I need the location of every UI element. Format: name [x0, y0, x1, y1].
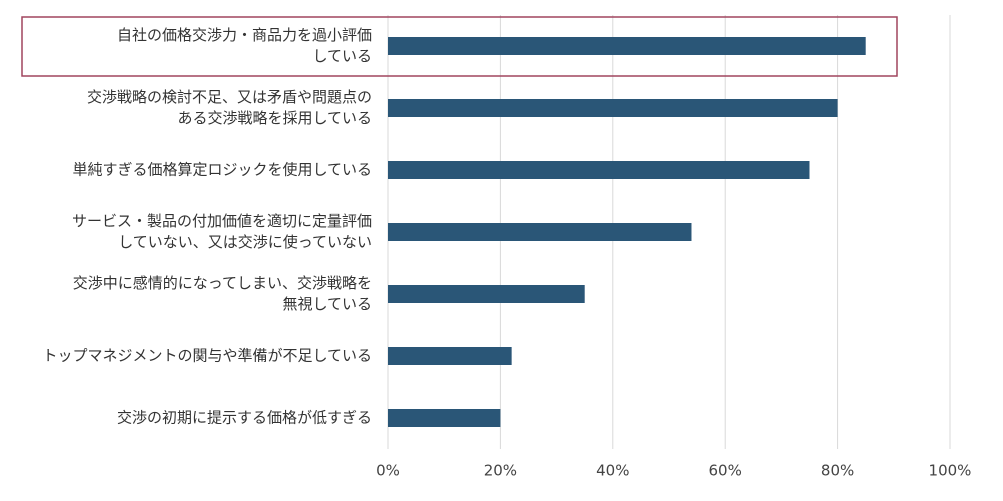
y-tick-label: サービス・製品の付加価値を適切に定量評価 していない、又は交渉に使っていない	[71, 212, 372, 251]
y-tick-label: 交渉の初期に提示する価格が低すぎる	[116, 408, 372, 427]
x-tick-label: 80%	[821, 462, 854, 480]
bar	[388, 99, 838, 117]
x-tick-label: 40%	[596, 462, 629, 480]
bar	[388, 161, 810, 179]
bar	[388, 223, 692, 241]
y-tick-label: 自社の価格交渉力・商品力を過小評価 している	[116, 26, 372, 65]
x-tick-label: 100%	[929, 462, 972, 480]
x-tick-label: 20%	[484, 462, 517, 480]
bar	[388, 37, 866, 55]
y-tick-label: 交渉戦略の検討不足、又は矛盾や問題点の ある交渉戦略を採用している	[86, 88, 372, 127]
bar	[388, 285, 585, 303]
bar	[388, 347, 512, 365]
x-tick-label: 60%	[709, 462, 742, 480]
y-tick-label: トップマネジメントの関与や準備が不足している	[42, 346, 372, 365]
y-tick-label: 単純すぎる価格算定ロジックを使用している	[72, 160, 372, 179]
bar	[388, 409, 501, 427]
y-tick-label: 交渉中に感情的になってしまい、交渉戦略を 無視している	[72, 274, 372, 313]
x-tick-label: 0%	[376, 462, 400, 480]
highlight-box	[21, 16, 898, 77]
